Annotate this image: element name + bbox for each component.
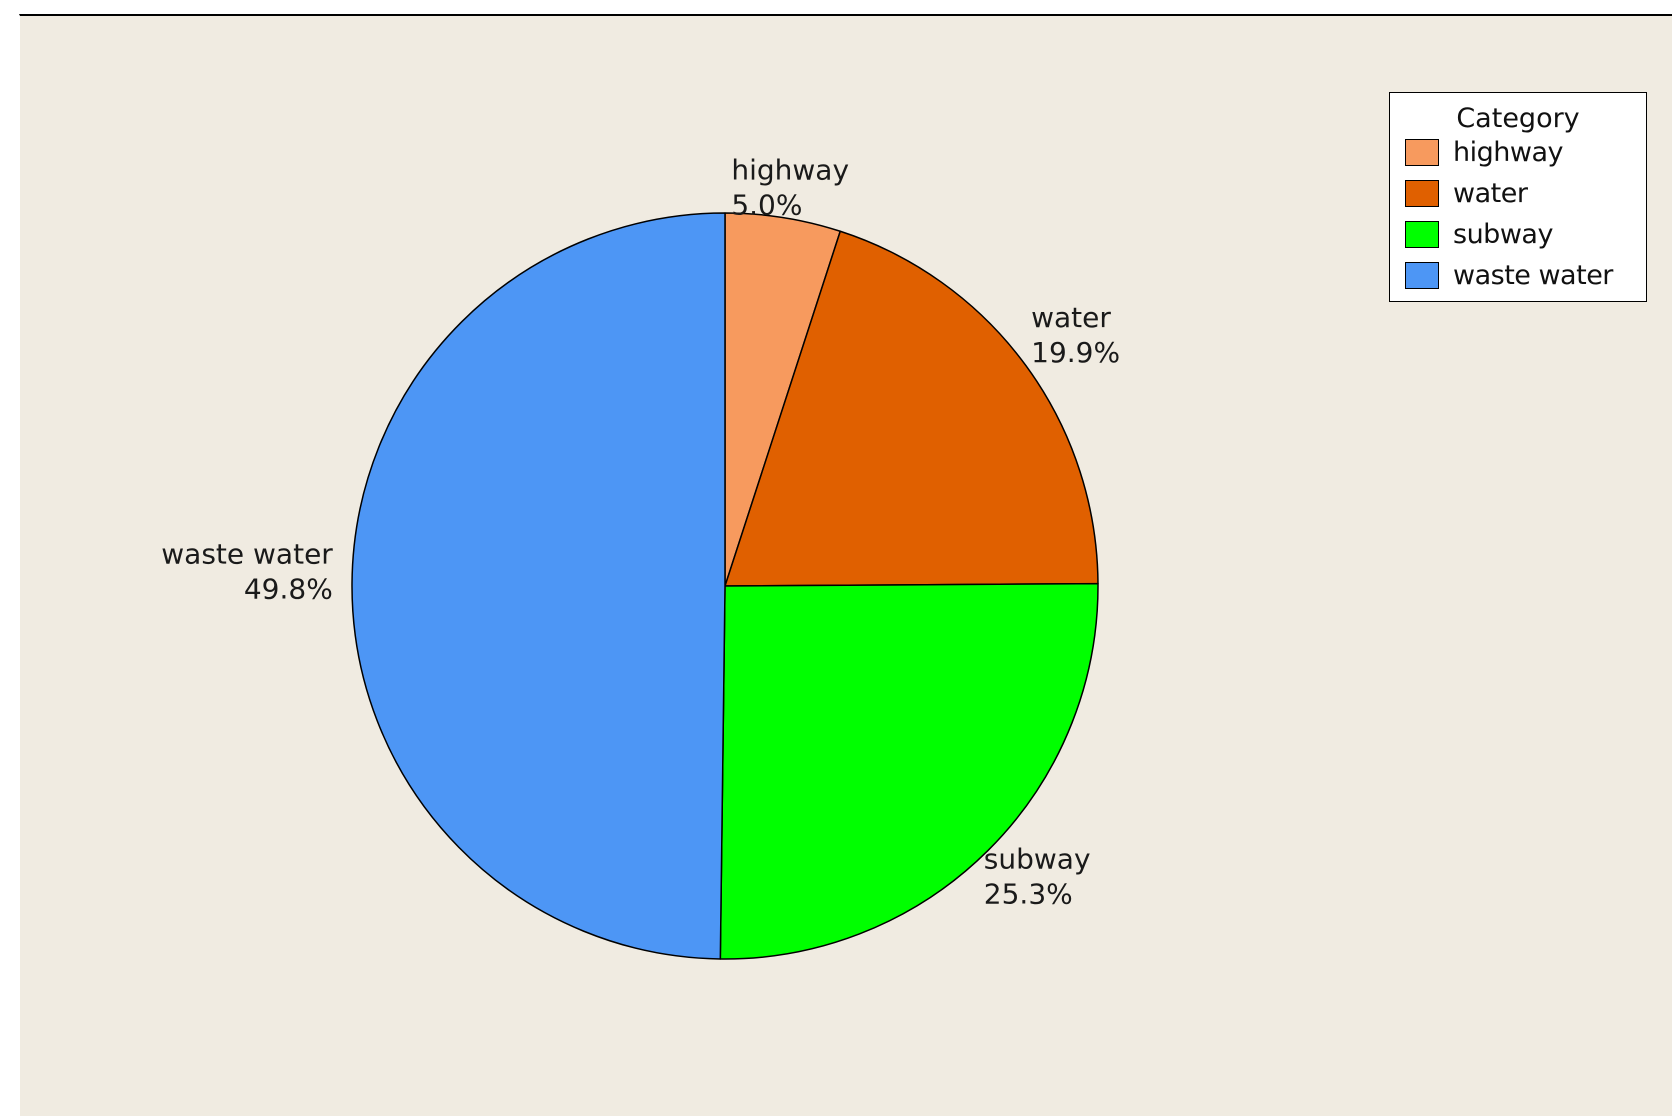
legend-item-waste-water: waste water [1405,259,1613,291]
slice-label-value: 5.0% [731,189,802,222]
pie-slice-subway [719,582,1099,960]
slice-label-name: waste water [161,538,333,571]
pie-slice-water [724,230,1099,587]
slice-label-value: 25.3% [984,878,1073,911]
legend-item-subway: subway [1405,218,1553,250]
slice-label-name: subway [984,843,1091,876]
legend-swatch-highway [1405,138,1439,166]
legend-swatch-subway [1405,220,1439,248]
legend-swatch-waste-water [1405,261,1439,289]
legend-label-highway: highway [1453,136,1563,168]
legend-item-water: water [1405,177,1528,209]
legend-label-subway: subway [1453,218,1553,250]
legend-label-waste-water: waste water [1453,259,1613,291]
pie-slice-waste-water [351,212,726,960]
legend-label-water: water [1453,177,1528,209]
slice-label-name: water [1031,301,1111,334]
legend-item-highway: highway [1405,136,1563,168]
legend-title: Category [1456,103,1580,134]
slice-label-value: 49.8% [244,573,333,606]
legend: Category highway water subway waste wate… [1389,92,1647,302]
pie-slices [351,212,1099,960]
slice-label-value: 19.9% [1031,336,1120,369]
legend-swatch-water [1405,179,1439,207]
slice-label-name: highway [731,154,849,187]
